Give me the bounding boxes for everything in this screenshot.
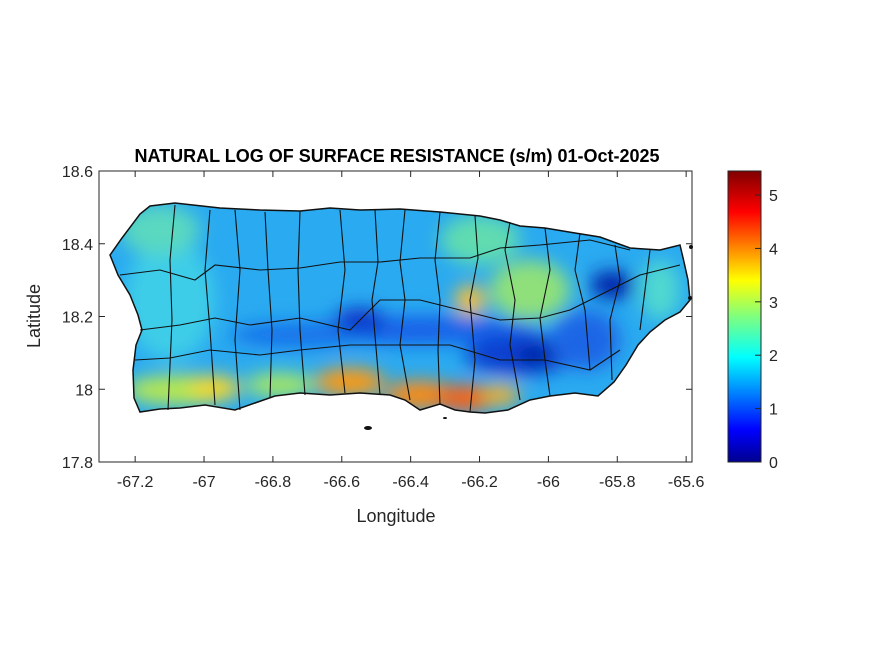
- y-tick-label: 18.2: [62, 310, 93, 327]
- x-tick-label: -66.6: [324, 474, 361, 491]
- x-axis-label: Longitude: [356, 506, 435, 526]
- colorbar-tick-label: 1: [769, 402, 778, 419]
- x-tick-label: -66.2: [461, 474, 498, 491]
- y-axis-label: Latitude: [24, 284, 44, 348]
- y-tick-label: 18: [75, 382, 93, 399]
- x-tick-label: -67.2: [117, 474, 154, 491]
- colorbar-ticks: 0 1 2 3 4 5: [755, 188, 778, 472]
- x-tick-label: -66: [537, 474, 560, 491]
- x-tick-label: -67: [192, 474, 215, 491]
- municipality-borders: [109, 202, 691, 414]
- y-axis: 17.8 18 18.2 18.4 18.6: [62, 164, 692, 472]
- y-tick-label: 18.4: [62, 237, 93, 254]
- colorbar-tick-label: 0: [769, 455, 778, 472]
- x-axis: -67.2 -67 -66.8 -66.6 -66.4 -66.2 -66 -65.8 -65.…: [117, 171, 705, 491]
- surface-resistance-field: [110, 203, 690, 413]
- y-tick-label: 17.8: [62, 455, 93, 472]
- x-tick-label: -65.8: [599, 474, 636, 491]
- colorbar-tick-label: 4: [769, 241, 778, 258]
- colorbar-tick-label: 5: [769, 188, 778, 205]
- y-tick-label: 18.6: [62, 164, 93, 181]
- x-tick-label: -66.8: [255, 474, 292, 491]
- x-tick-label: -65.6: [668, 474, 705, 491]
- colorbar: [727, 170, 762, 463]
- offshore-islets: [364, 245, 693, 430]
- x-tick-label: -66.4: [392, 474, 429, 491]
- colorbar-tick-label: 2: [769, 348, 778, 365]
- chart-title: NATURAL LOG OF SURFACE RESISTANCE (s/m) …: [134, 146, 659, 166]
- colorbar-tick-label: 3: [769, 295, 778, 312]
